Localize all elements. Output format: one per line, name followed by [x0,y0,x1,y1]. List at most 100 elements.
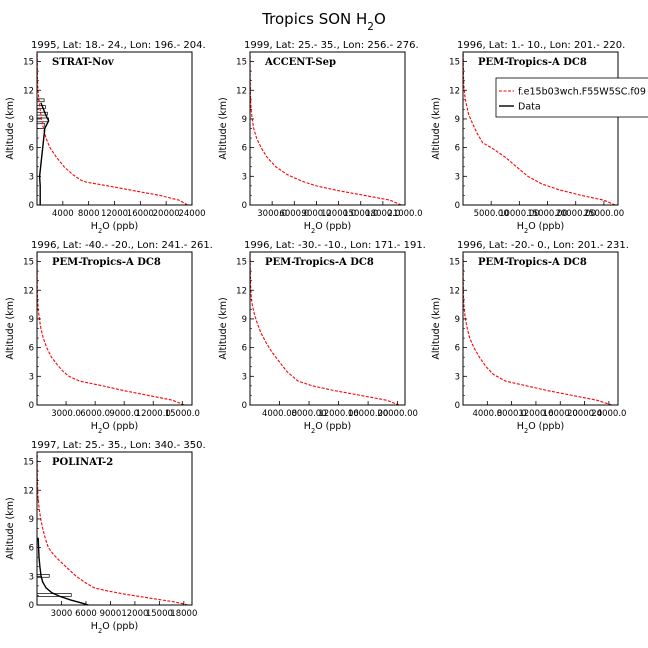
x-tick-label: 6000.0 [80,409,110,419]
plot-frame [36,451,193,606]
y-tick-label: 6 [455,144,460,154]
y-tick-label: 15 [449,58,460,68]
x-tick-label: 9000.0 [302,209,332,219]
legend-box [495,77,648,118]
y-tick-label: 12 [23,86,34,96]
y-axis-label: Altitude (km) [5,497,16,559]
campaign-label: PEM-Tropics-A DC8 [478,257,587,268]
x-axis-label: H2O (ppb) [304,221,351,235]
x-tick-label: 3000.0 [257,209,287,219]
x-tick-label: 24000 [178,209,205,219]
model-profile-line [37,53,188,205]
data-range-box [37,98,45,103]
panel-location-title: 1996, Lat: -30.- -10., Lon: 171.- 191. [244,240,426,251]
x-axis-label: H2O (ppb) [517,221,564,235]
y-axis-label: Altitude (km) [431,97,442,159]
campaign-label: ACCENT-Sep [264,57,336,68]
data-range-box [37,111,48,116]
x-tick-label: 3000 [51,609,73,619]
plot-area [37,453,189,605]
x-tick-label: 15000.0 [165,409,200,419]
x-tick-label: 20000.00 [555,209,596,219]
plot-area [250,253,400,405]
x-tick-label: 18000 [170,609,197,619]
plot-frame [249,51,406,206]
plot-area [250,53,402,205]
x-tick-label: 12000 [121,609,148,619]
y-tick-label: 9 [242,315,247,325]
x-axis-label: H2O (ppb) [304,421,351,435]
y-tick-label: 6 [29,144,34,154]
data-range-box [37,123,46,129]
y-tick-label: 9 [29,515,34,525]
legend: f.e15b03wch.F55W5SC.f09 Data [495,77,648,118]
model-profile-line [463,53,616,205]
x-tick-label: 9000 [100,609,122,619]
x-tick-label: 20000.0 [567,409,602,419]
panel-grid: 1995, Lat: 18.- 24., Lon: 196.- 204. 0 3 6 9… [5,40,629,635]
x-tick-label: 25000.00 [584,209,625,219]
x-tick-label: 12000 [101,209,128,219]
x-tick-label: 4000 [52,209,74,219]
y-tick-label: 0 [29,601,34,611]
y-tick-label: 12 [236,86,247,96]
plot-area [463,53,616,205]
panel-1: 1995, Lat: 18.- 24., Lon: 196.- 204. 0 3 6 9… [5,40,206,235]
x-axis-label: H2O (ppb) [91,421,138,435]
x-tick-label: 12000.0 [136,409,171,419]
plot-frame [462,51,619,206]
x-tick-label: 4000.0 [472,409,502,419]
model-profile-line [37,453,189,605]
panel-3: 1996, Lat: 1.- 10., Lon: 201.- 220. 0 3 6 9 1… [431,40,625,235]
x-tick-label: 12000.00 [318,409,359,419]
y-tick-label: 9 [242,115,247,125]
y-tick-label: 15 [236,58,247,68]
y-tick-label: 3 [455,172,460,182]
y-tick-label: 0 [29,401,34,411]
y-tick-label: 0 [455,401,460,411]
data-range-box [37,574,50,578]
legend-item-label: f.e15b03wch.F55W5SC.f09 [518,87,646,98]
x-tick-label: 24000.0 [591,409,626,419]
plot-area [37,53,188,205]
y-tick-label: 6 [29,344,34,354]
x-tick-label: 3000.0 [51,409,81,419]
y-tick-label: 3 [29,172,34,182]
x-tick-label: 8000 [78,209,100,219]
figure-title: Tropics SON H2O [261,10,386,33]
plot-frame [462,251,619,406]
y-tick-label: 9 [455,315,460,325]
plot-frame [249,251,406,406]
model-profile-line [37,253,185,405]
campaign-label: PEM-Tropics-A DC8 [265,257,374,268]
y-tick-label: 15 [23,258,34,268]
y-tick-label: 6 [455,344,460,354]
campaign-label: POLINAT-2 [52,457,113,468]
x-tick-label: 12000.0 [321,209,356,219]
y-tick-label: 15 [23,58,34,68]
model-profile-line [250,53,402,205]
plot-area [37,253,185,405]
model-profile-line [250,253,400,405]
x-tick-label: 16000.00 [348,409,389,419]
panel-location-title: 1996, Lat: 1.- 10., Lon: 201.- 220. [457,40,625,51]
y-tick-label: 0 [29,201,34,211]
x-tick-label: 20000.00 [377,409,418,419]
y-axis-label: Altitude (km) [5,97,16,159]
y-tick-label: 15 [449,258,460,268]
x-tick-label: 8000.0 [497,409,527,419]
y-tick-label: 9 [29,315,34,325]
panel-location-title: 1996, Lat: -40.- -20., Lon: 241.- 261. [31,240,213,251]
x-tick-label: 10000.00 [499,209,540,219]
plot-frame [36,51,193,206]
y-tick-label: 6 [242,144,247,154]
y-tick-label: 0 [242,401,247,411]
x-tick-label: 16000 [127,209,154,219]
x-tick-label: 18000.0 [365,209,400,219]
x-tick-label: 15000 [146,609,173,619]
y-tick-label: 3 [242,172,247,182]
y-tick-label: 12 [449,286,460,296]
y-tick-label: 3 [29,572,34,582]
y-tick-label: 0 [455,201,460,211]
